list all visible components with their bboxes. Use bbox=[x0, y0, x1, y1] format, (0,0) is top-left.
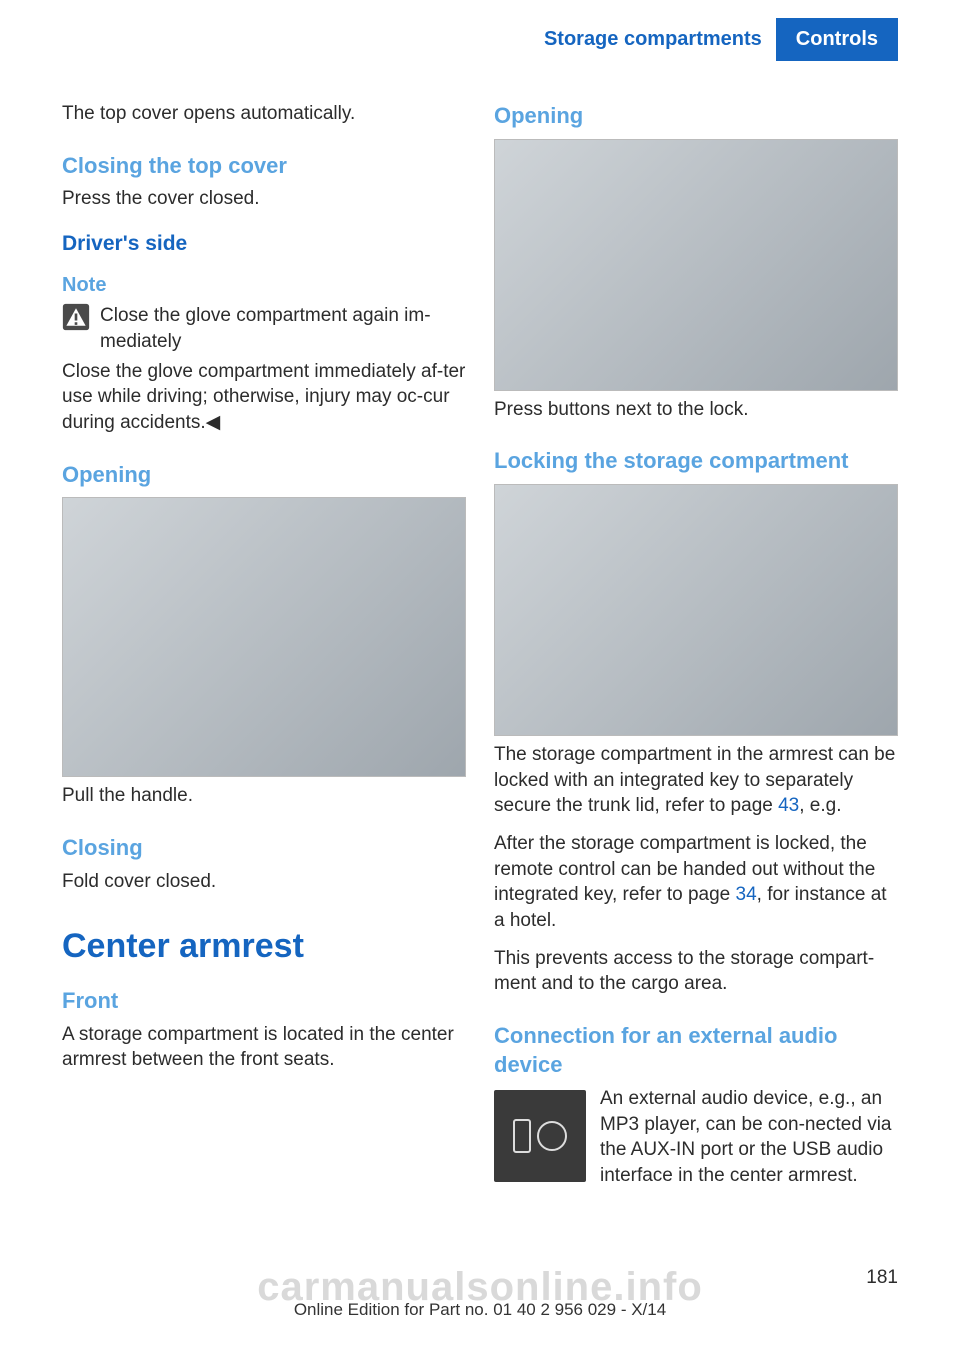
locking-p1: The storage compartment in the armrest c… bbox=[494, 742, 898, 819]
heading-closing-top-cover: Closing the top cover bbox=[62, 151, 466, 181]
intro-text: The top cover opens automatically. bbox=[62, 101, 466, 127]
warning-icon bbox=[62, 303, 90, 331]
content-columns: The top cover opens automatically. Closi… bbox=[0, 61, 960, 1189]
page-link-43[interactable]: 43 bbox=[778, 795, 799, 816]
heading-locking: Locking the storage compartment bbox=[494, 446, 898, 476]
right-column: Opening Press buttons next to the lock. … bbox=[494, 101, 898, 1189]
heading-closing: Closing bbox=[62, 833, 466, 863]
heading-center-armrest: Center armrest bbox=[62, 924, 466, 970]
left-column: The top cover opens automatically. Closi… bbox=[62, 101, 466, 1189]
heading-connection-audio: Connection for an external audio device bbox=[494, 1021, 898, 1080]
usb-port-icon bbox=[513, 1119, 531, 1153]
page-number: 181 bbox=[62, 1265, 898, 1291]
locking-p2: After the storage compartment is locked,… bbox=[494, 831, 898, 934]
usb-aux-icon bbox=[494, 1090, 586, 1182]
note-title: Close the glove compartment again im‐med… bbox=[100, 303, 466, 354]
note-body: Close the glove compartment immediately … bbox=[62, 359, 466, 436]
header-section: Storage compartments bbox=[530, 18, 776, 61]
edition-line: Online Edition for Part no. 01 40 2 956 … bbox=[62, 1299, 898, 1322]
heading-opening-right: Opening bbox=[494, 101, 898, 131]
figure-armrest-locking bbox=[494, 484, 898, 736]
locking-p3: This prevents access to the storage comp… bbox=[494, 946, 898, 997]
front-text: A storage compartment is located in the … bbox=[62, 1022, 466, 1073]
audio-block: An external audio device, e.g., an MP3 p… bbox=[494, 1086, 898, 1189]
page-header: Storage compartments Controls bbox=[0, 0, 960, 61]
pull-handle-text: Pull the handle. bbox=[62, 783, 466, 809]
locking-p1-b: , e.g. bbox=[799, 795, 841, 816]
heading-drivers-side: Driver's side bbox=[62, 230, 466, 258]
press-buttons-text: Press buttons next to the lock. bbox=[494, 397, 898, 423]
connection-text: An external audio device, e.g., an MP3 p… bbox=[600, 1088, 892, 1186]
page-link-34[interactable]: 34 bbox=[736, 884, 757, 905]
aux-port-icon bbox=[537, 1121, 567, 1151]
heading-opening-left: Opening bbox=[62, 460, 466, 490]
page-footer: 181 Online Edition for Part no. 01 40 2 … bbox=[0, 1265, 960, 1322]
figure-armrest-opening bbox=[494, 139, 898, 391]
closing-top-text: Press the cover closed. bbox=[62, 186, 466, 212]
header-chapter: Controls bbox=[776, 18, 898, 61]
note-row: Close the glove compartment again im‐med… bbox=[62, 303, 466, 354]
heading-note: Note bbox=[62, 272, 466, 299]
heading-front: Front bbox=[62, 986, 466, 1016]
figure-glove-opening bbox=[62, 497, 466, 777]
closing-text: Fold cover closed. bbox=[62, 869, 466, 895]
